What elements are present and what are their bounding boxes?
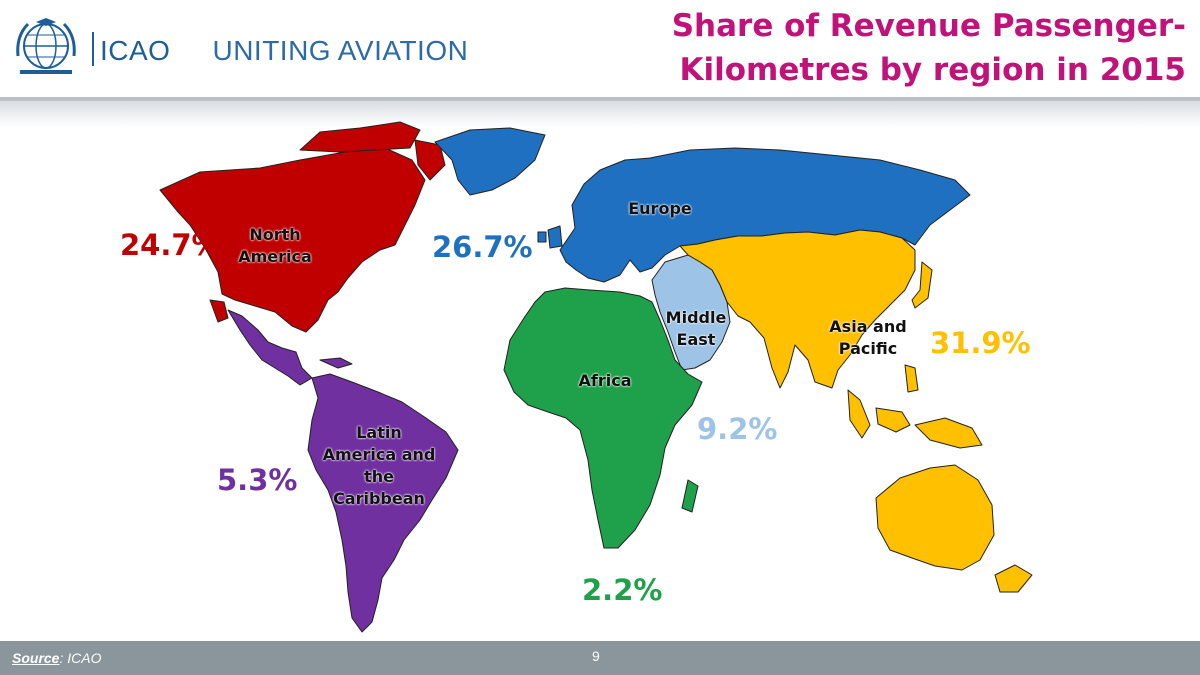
label-line: America [238, 247, 312, 266]
label-line: East [676, 330, 716, 349]
region-africa [503, 287, 703, 549]
label-africa: Africa [560, 370, 650, 392]
brand-name: ICAO [100, 35, 171, 66]
label-latin-america: Latin America and the Caribbean [316, 422, 442, 510]
header-rule [0, 97, 1200, 101]
label-line: Africa [578, 371, 632, 390]
brand-wordmark: ICAO UNITING AVIATION [92, 32, 468, 67]
title-line-2: Kilometres by region in 2015 [679, 52, 1186, 88]
region-north-america [159, 121, 446, 333]
header-shadow [0, 101, 1200, 127]
share-europe: 26.7% [432, 230, 533, 264]
source-value: : ICAO [59, 650, 102, 666]
label-middle-east: Middle East [652, 307, 740, 351]
region-asia-pacific [679, 229, 1033, 593]
share-asia-pacific: 31.9% [930, 326, 1031, 360]
label-line: North [249, 225, 301, 244]
brand-tagline: UNITING AVIATION [212, 35, 469, 66]
slide-header: ICAO UNITING AVIATION Share of Revenue Pa… [0, 0, 1200, 97]
source-note: Source: ICAO [12, 650, 101, 666]
region-middle-east [651, 254, 731, 371]
source-label: Source [12, 650, 60, 666]
label-line: Asia and [829, 317, 907, 336]
label-line: America and [322, 445, 436, 464]
label-asia-pacific: Asia and Pacific [820, 316, 916, 360]
slide-footer: Source: ICAO 9 [0, 641, 1200, 675]
share-africa: 2.2% [582, 573, 663, 607]
label-line: Middle [665, 308, 727, 327]
label-north-america: North America [232, 224, 318, 268]
slide-title: Share of Revenue Passenger- Kilometres b… [586, 4, 1186, 92]
label-europe: Europe [608, 198, 712, 220]
brand-divider [92, 32, 94, 66]
label-line: Caribbean [333, 489, 425, 508]
share-latin-america: 5.3% [217, 463, 298, 497]
title-line-1: Share of Revenue Passenger- [671, 8, 1186, 44]
share-north-america: 24.7% [120, 228, 221, 262]
share-middle-east: 9.2% [697, 412, 778, 446]
region-latin-america [227, 309, 459, 633]
label-line: Latin [356, 423, 402, 442]
label-line: Europe [628, 199, 692, 218]
world-map [159, 121, 1033, 633]
page-number: 9 [592, 648, 600, 664]
region-greenland [434, 127, 546, 196]
label-line: Pacific [838, 339, 898, 358]
label-line: the [364, 467, 394, 486]
icao-emblem-icon [16, 18, 76, 74]
